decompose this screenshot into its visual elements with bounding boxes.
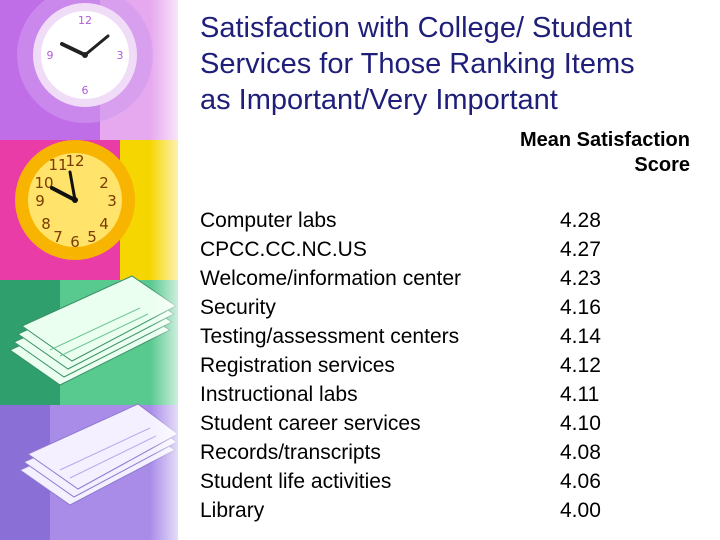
svg-text:8: 8 <box>41 215 51 233</box>
score-column-header: Mean Satisfaction Score <box>519 129 690 176</box>
item-score: 4.00 <box>560 498 601 522</box>
item-label: Testing/assessment centers <box>200 324 460 348</box>
item-label: Instructional labs <box>200 382 358 406</box>
svg-text:10: 10 <box>34 174 53 192</box>
list-item: Student life activities 4.06 <box>200 467 670 496</box>
item-score: 4.14 <box>560 324 601 348</box>
item-label: CPCC.CC.NC.US <box>200 237 367 261</box>
svg-text:9: 9 <box>47 49 54 62</box>
list-item: Security 4.16 <box>200 293 670 322</box>
list-item: Testing/assessment centers 4.14 <box>200 322 670 351</box>
item-score: 4.28 <box>560 208 601 232</box>
list-item: Welcome/information center 4.23 <box>200 264 670 293</box>
item-score: 4.16 <box>560 295 601 319</box>
svg-text:6: 6 <box>82 84 89 97</box>
item-label: Records/transcripts <box>200 440 381 464</box>
item-score: 4.10 <box>560 411 601 435</box>
svg-text:9: 9 <box>35 192 45 210</box>
svg-text:7: 7 <box>53 228 63 246</box>
item-score: 4.27 <box>560 237 601 261</box>
svg-text:5: 5 <box>87 228 97 246</box>
svg-text:12: 12 <box>78 14 92 27</box>
item-label: Computer labs <box>200 208 337 232</box>
item-label: Student career services <box>200 411 421 435</box>
item-score: 4.23 <box>560 266 601 290</box>
item-label: Registration services <box>200 353 395 377</box>
item-score: 4.08 <box>560 440 601 464</box>
svg-text:6: 6 <box>70 233 80 251</box>
slide-title: Satisfaction with College/ Student Servi… <box>200 12 635 116</box>
svg-text:11: 11 <box>48 156 67 174</box>
item-score: 4.06 <box>560 469 601 493</box>
satisfaction-list: Computer labs 4.28 CPCC.CC.NC.US 4.27 We… <box>200 206 670 525</box>
svg-text:4: 4 <box>99 215 109 233</box>
item-label: Student life activities <box>200 469 392 493</box>
list-item: Records/transcripts 4.08 <box>200 438 670 467</box>
list-item: Student career services 4.10 <box>200 409 670 438</box>
stacked-papers-green-image <box>0 275 178 405</box>
list-item: CPCC.CC.NC.US 4.27 <box>200 235 670 264</box>
strip-fade <box>150 0 190 540</box>
svg-text:3: 3 <box>117 49 124 62</box>
item-score: 4.12 <box>560 353 601 377</box>
list-item: Library 4.00 <box>200 496 670 525</box>
svg-text:2: 2 <box>99 174 109 192</box>
list-item: Computer labs 4.28 <box>200 206 670 235</box>
svg-text:3: 3 <box>107 192 117 210</box>
list-item: Registration services 4.12 <box>200 351 670 380</box>
item-score: 4.11 <box>560 382 600 406</box>
svg-text:12: 12 <box>65 152 84 170</box>
item-label: Library <box>200 498 265 522</box>
item-label: Welcome/information center <box>200 266 462 290</box>
stacked-papers-purple-image <box>0 403 178 540</box>
item-label: Security <box>200 295 276 319</box>
list-item: Instructional labs 4.11 <box>200 380 670 409</box>
